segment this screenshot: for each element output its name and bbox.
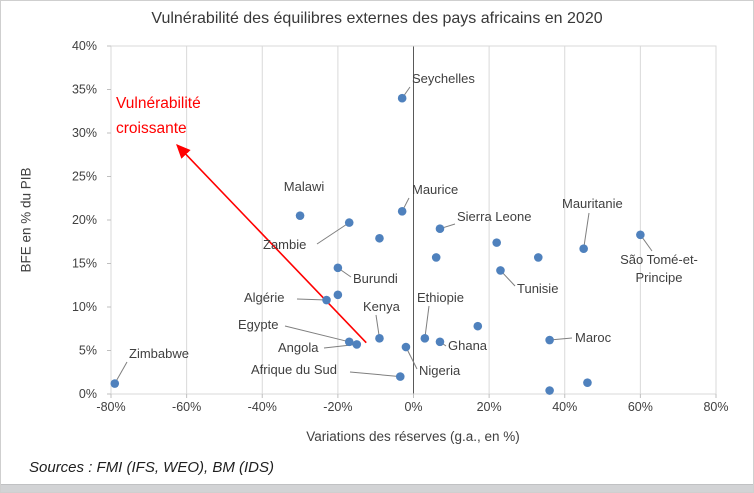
leader-line — [583, 212, 590, 249]
y-tick-label: 35% — [72, 83, 97, 97]
data-point-zambie — [344, 218, 354, 227]
data-point-afrique-du-sud — [395, 372, 405, 381]
chart-title: Vulnérabilité des équilibres externes de… — [151, 10, 603, 27]
data-point-s-o-tom-et — [636, 230, 645, 240]
data-point — [583, 378, 592, 387]
leader-line — [424, 305, 430, 339]
data-point — [545, 386, 554, 395]
point-label: Kenya — [363, 299, 401, 314]
y-tick-label: 25% — [72, 170, 97, 184]
point-label: Principe — [636, 270, 683, 285]
y-tick-label: 0% — [79, 387, 97, 401]
point-label: Mauritanie — [562, 196, 623, 211]
data-point — [533, 253, 543, 262]
annotation-line: Vulnérabilité — [116, 95, 201, 112]
x-tick-label: 60% — [628, 400, 653, 414]
point-label: Zimbabwe — [129, 346, 189, 361]
point-label: Tunisie — [517, 281, 558, 296]
data-point-kenya — [375, 334, 384, 343]
x-tick-label: 20% — [477, 400, 502, 414]
y-tick-label: 40% — [72, 39, 97, 53]
data-point — [473, 321, 483, 331]
data-point-malawi — [295, 211, 305, 220]
point-label: Maroc — [575, 330, 612, 345]
x-tick-label: -80% — [96, 400, 125, 414]
data-point — [333, 290, 343, 300]
point-label: Sierra Leone — [457, 209, 531, 224]
point-label: Nigeria — [419, 363, 461, 378]
data-point-sierra-leone — [435, 224, 445, 233]
y-axis-title: BFE en % du PIB — [18, 167, 34, 273]
data-point-alg-rie — [322, 295, 331, 305]
data-point-burundi — [333, 263, 343, 273]
point-label: Seychelles — [412, 71, 475, 86]
data-point-ethiopie — [420, 334, 430, 343]
window-bottom-edge — [1, 484, 753, 492]
data-point — [375, 233, 384, 243]
vulnerability-arrow — [176, 144, 367, 344]
x-axis-title: Variations des réserves (g.a., en %) — [306, 429, 520, 444]
point-label: Maurice — [412, 182, 458, 197]
data-point-ghana — [435, 337, 445, 347]
leader-line — [316, 222, 350, 245]
point-label: Algérie — [244, 290, 284, 305]
data-point-maroc — [545, 335, 554, 345]
data-point — [492, 238, 501, 247]
data-point-maurice — [397, 207, 407, 216]
data-point-angola — [352, 340, 362, 349]
data-point-egypte — [344, 337, 354, 347]
leader-line — [349, 371, 401, 378]
sources-note: Sources : FMI (IFS, WEO), BM (IDS) — [29, 459, 275, 476]
y-tick-label: 20% — [72, 213, 97, 227]
y-tick-label: 5% — [79, 344, 97, 358]
data-point-tunisie — [496, 266, 505, 275]
x-tick-label: 0% — [404, 400, 422, 414]
annotation-line: croissante — [116, 120, 187, 137]
data-point — [431, 253, 441, 262]
y-tick-label: 30% — [72, 126, 97, 140]
data-point-mauritanie — [579, 244, 588, 254]
point-label: Ethiopie — [417, 290, 464, 305]
point-label: Malawi — [284, 179, 325, 194]
y-tick-label: 15% — [72, 257, 97, 271]
x-tick-label: 80% — [703, 400, 728, 414]
x-tick-label: 40% — [552, 400, 577, 414]
point-label: Afrique du Sud — [251, 362, 337, 377]
data-point-zimbabwe — [110, 379, 120, 388]
point-label: Zambie — [263, 237, 306, 252]
leader-line — [296, 298, 327, 301]
point-label: São Tomé-et- — [620, 252, 698, 267]
point-label: Burundi — [353, 271, 398, 286]
x-tick-label: -40% — [248, 400, 277, 414]
x-tick-label: -20% — [323, 400, 352, 414]
point-label: Egypte — [238, 317, 278, 332]
point-label: Ghana — [448, 338, 488, 353]
y-tick-label: 10% — [72, 300, 97, 314]
x-tick-label: -60% — [172, 400, 201, 414]
point-label: Angola — [278, 340, 319, 355]
data-point-nigeria — [401, 342, 411, 352]
data-point-seychelles — [397, 93, 407, 103]
leader-line — [284, 325, 350, 343]
